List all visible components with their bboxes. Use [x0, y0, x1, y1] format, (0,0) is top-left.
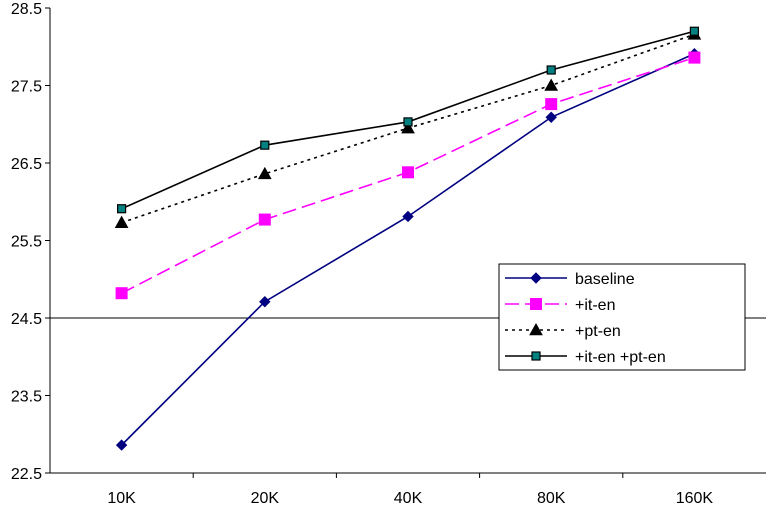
x-tick-label: 20K — [251, 490, 280, 507]
series-plus-pt-en — [114, 27, 702, 228]
legend-item-plus-pt-en: +pt-en — [505, 322, 621, 340]
data-point-plus-pt-en — [544, 78, 559, 91]
y-tick-label: 25.5 — [11, 234, 42, 251]
legend-item-plus-it-en: +it-en — [505, 297, 615, 314]
x-tick-labels: 10K 20K 40K 80K 160K — [107, 473, 713, 507]
y-tick-label: 23.5 — [11, 389, 42, 406]
legend-label: +it-en +pt-en — [575, 349, 666, 366]
x-tick-label: 10K — [107, 490, 136, 507]
y-tick-label: 22.5 — [11, 466, 42, 483]
y-tick-labels: 22.5 23.5 24.5 25.5 26.5 27.5 28.5 — [11, 1, 50, 483]
data-point-plus-it-en — [545, 98, 558, 111]
y-tick-label: 27.5 — [11, 79, 42, 96]
legend-marker — [530, 272, 542, 284]
legend-marker — [531, 351, 541, 361]
legend-label: +it-en — [575, 297, 615, 314]
legend-marker — [529, 322, 543, 336]
data-point-baseline — [115, 439, 128, 451]
data-point-plus-it-en-plus-pt-en — [260, 140, 270, 150]
x-tick-label: 40K — [394, 490, 423, 507]
data-point-plus-it-en-plus-pt-en — [689, 26, 700, 36]
data-point-plus-it-en-plus-pt-en — [116, 204, 127, 214]
data-point-plus-pt-en — [114, 215, 129, 228]
legend-marker — [530, 298, 542, 310]
series — [114, 26, 702, 451]
legend-label: +pt-en — [575, 323, 621, 340]
legend-item-plus-it-en-plus-pt-en: +it-en +pt-en — [505, 349, 666, 366]
data-point-plus-pt-en — [257, 166, 272, 180]
data-point-baseline — [402, 210, 414, 223]
plot-area — [50, 8, 766, 473]
data-point-plus-it-en-plus-pt-en — [403, 117, 413, 127]
data-point-baseline — [545, 111, 557, 123]
y-tick-label: 28.5 — [11, 1, 42, 18]
y-tick-label: 24.5 — [11, 311, 42, 328]
data-point-plus-pt-en — [401, 121, 415, 134]
series-plus-it-en-plus-pt-en — [116, 26, 700, 214]
x-tick-label: 160K — [676, 490, 714, 507]
legend-label: baseline — [575, 271, 635, 288]
series-plus-it-en — [115, 51, 701, 300]
legend-item-baseline: baseline — [505, 271, 635, 288]
data-point-baseline — [259, 296, 271, 308]
data-point-plus-it-en — [115, 287, 128, 300]
y-tick-label: 26.5 — [11, 156, 42, 173]
x-tick-label: 80K — [537, 490, 566, 507]
data-point-plus-it-en — [258, 213, 271, 226]
data-point-plus-it-en — [688, 51, 701, 64]
series-baseline — [115, 48, 701, 451]
data-point-plus-it-en-plus-pt-en — [546, 65, 556, 75]
data-point-plus-it-en — [402, 166, 414, 179]
legend: baseline +it-en +pt-en +it-en +pt-en — [498, 263, 746, 371]
